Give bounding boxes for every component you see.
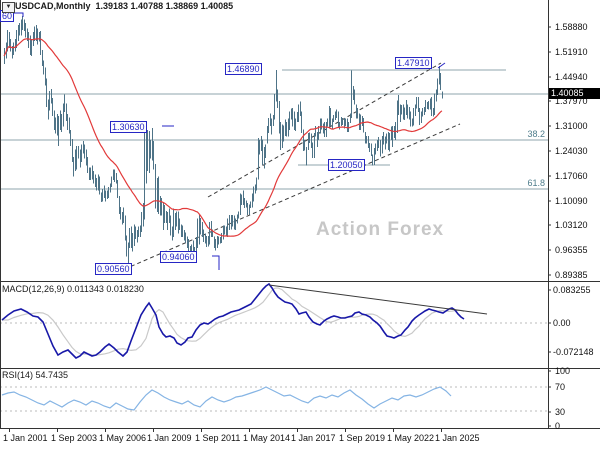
- price-axis-label: 1.10090: [555, 196, 588, 206]
- current-price-tag: 1.40085: [549, 88, 600, 99]
- price-axis-label: 1.51910: [555, 47, 588, 57]
- price-axis-label: 1.03120: [555, 220, 588, 230]
- symbol-period-label: USDCAD,Monthly: [15, 1, 91, 11]
- rsi-line: [1, 386, 452, 411]
- moving-average-line: [3, 38, 443, 237]
- price-annotation-box[interactable]: 0.94060: [160, 251, 197, 263]
- time-axis-label: 1 May 2006: [99, 433, 147, 443]
- rsi-axis-label: 0: [555, 421, 561, 431]
- price-axis-label: 1.37970: [555, 96, 588, 106]
- chart-title: USDCAD,Monthly 1.39183 1.40788 1.38869 1…: [15, 1, 233, 11]
- macd-axis-label: 0.083255: [553, 285, 591, 295]
- annotation-connector: [14, 12, 24, 17]
- time-axis-label: 1 Sep 2011: [195, 433, 241, 443]
- annotation-connector: [212, 255, 220, 270]
- watermark-text: Action Forex: [316, 219, 445, 240]
- time-axis-label: 1 Sep 2003: [51, 433, 98, 443]
- price-annotation-box[interactable]: 1.47910: [395, 57, 432, 69]
- time-axis-label: 1 Jan 2009: [147, 433, 192, 443]
- ohlc-values: 1.39183 1.40788 1.38869 1.40085: [95, 1, 234, 11]
- macd-axis-label: -0.072148: [553, 347, 594, 357]
- macd-axis-label: 0.00: [553, 318, 571, 328]
- time-axis-label: 1 May 2022: [387, 433, 435, 443]
- price-axis-label: 1.44940: [555, 72, 588, 82]
- time-axis-label: 1 Jan 2017: [291, 433, 336, 443]
- fib-level-label: 38.2: [527, 129, 545, 139]
- time-axis-label: 1 May 2014: [243, 433, 291, 443]
- rsi-axis-label: 100: [555, 366, 571, 376]
- price-axis-label: 0.89385: [555, 270, 588, 280]
- price-bars: [4, 16, 443, 271]
- price-annotation-box[interactable]: 0.90560: [95, 263, 132, 275]
- rsi-axis-label: 70: [555, 382, 566, 392]
- price-axis-label: 0.96355: [555, 245, 588, 255]
- rsi-indicator-label: RSI(14) 54.7435: [2, 370, 69, 380]
- price-axis-label: 1.58880: [555, 22, 588, 32]
- price-axis-label: 1.17060: [555, 171, 588, 181]
- macd-indicator-label: MACD(12,26,9) 0.011343 0.018230: [2, 284, 144, 294]
- price-axis-label: 1.31000: [555, 121, 588, 131]
- time-axis-label: 1 Jan 2025: [435, 433, 480, 443]
- time-axis-label: 1 Jan 2001: [3, 433, 48, 443]
- price-annotation-box[interactable]: 1.30630: [110, 121, 147, 133]
- rising-trendline[interactable]: [117, 123, 461, 273]
- time-axis-label: 1 Sep 2019: [339, 433, 386, 443]
- macd-trendline[interactable]: [268, 284, 488, 315]
- price-annotation-box[interactable]: 1.46890: [225, 63, 262, 75]
- macd-main-line: [1, 282, 465, 359]
- price-annotation-box[interactable]: 1.20050: [328, 159, 365, 171]
- rsi-axis-label: 30: [555, 407, 566, 417]
- symbol-dropdown-button[interactable]: ▼: [2, 2, 15, 13]
- fib-level-label: 61.8: [527, 178, 545, 188]
- annotation-connector: [437, 62, 446, 69]
- price-axis-label: 1.24030: [555, 146, 588, 156]
- macd-signal-line: [2, 287, 465, 356]
